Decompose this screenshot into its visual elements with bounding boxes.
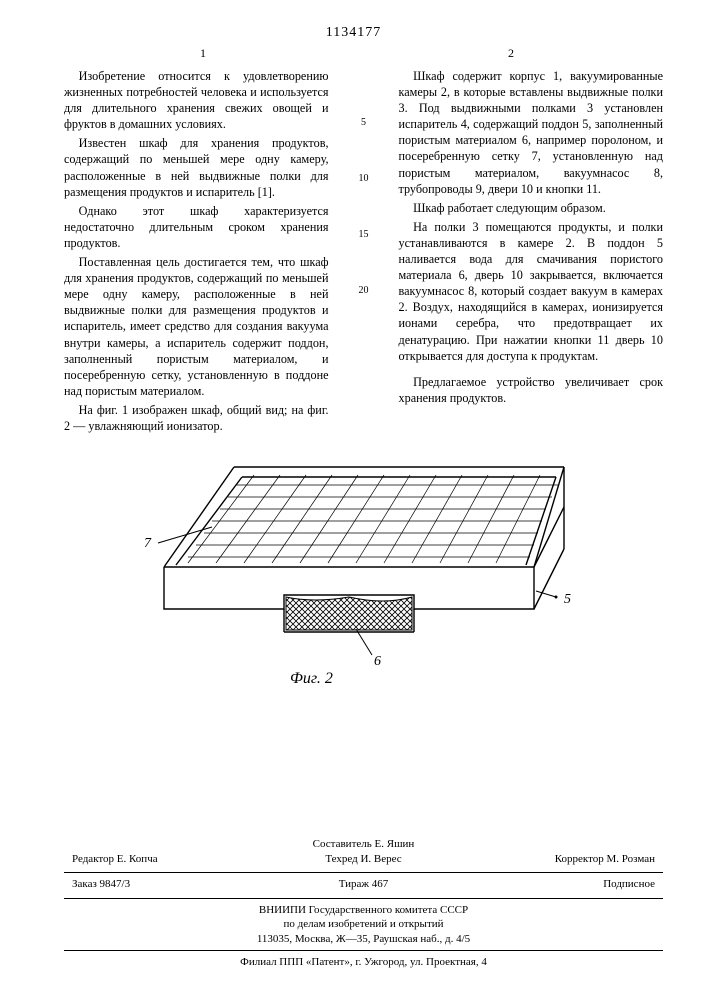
para: На фиг. 1 изображен шкаф, общий вид; на …	[64, 402, 329, 434]
editor: Редактор Е. Копча	[72, 852, 266, 867]
line-mark: 20	[359, 284, 369, 304]
line-mark: 15	[359, 228, 369, 248]
techred: Техред И. Верес	[266, 852, 460, 867]
line-number-gutter: 5 10 15 20	[357, 68, 371, 437]
line-mark: 5	[361, 116, 366, 136]
para: Поставленная цель достигается тем, что ш…	[64, 254, 329, 399]
org-line-2: по делам изобретений и открытий	[64, 917, 663, 932]
left-column: Изобретение относится к удовлетворению ж…	[64, 68, 329, 437]
columns: Изобретение относится к удовлетворению ж…	[64, 68, 663, 437]
figure-2: 7 5 6 Фиг. 2	[64, 447, 663, 697]
imprint-block: Составитель Е. Яшин Редактор Е. Копча Те…	[64, 837, 663, 970]
para: Шкаф содержит корпус 1, вакуумированные …	[399, 68, 664, 197]
figure-svg: 7 5 6 Фиг. 2	[104, 447, 624, 697]
corrector: Корректор М. Розман	[461, 852, 655, 867]
figure-label-6: 6	[374, 654, 381, 669]
addr-1: 113035, Москва, Ж—35, Раушская наб., д. …	[64, 932, 663, 947]
right-column: Шкаф содержит корпус 1, вакуумированные …	[399, 68, 664, 437]
column-number-right: 2	[508, 46, 514, 62]
order: Заказ 9847/3	[72, 877, 266, 892]
figure-caption: Фиг. 2	[290, 670, 333, 687]
para: Шкаф работает следующим образом.	[399, 200, 664, 216]
compiler-line: Составитель Е. Яшин	[64, 837, 663, 852]
line-mark: 10	[359, 172, 369, 192]
podpis: Подписное	[461, 877, 655, 892]
figure-label-5: 5	[564, 592, 571, 607]
addr-2: Филиал ППП «Патент», г. Ужгород, ул. Про…	[64, 955, 663, 970]
tirazh: Тираж 467	[266, 877, 460, 892]
para: Предлагаемое устройство увеличивает срок…	[399, 374, 664, 406]
org-line-1: ВНИИПИ Государственного комитета СССР	[64, 903, 663, 918]
para: Известен шкаф для хранения продуктов, со…	[64, 135, 329, 199]
document-number: 1134177	[0, 24, 707, 42]
figure-label-7: 7	[144, 536, 152, 551]
column-number-left: 1	[200, 46, 206, 62]
para: Однако этот шкаф характеризуется недоста…	[64, 203, 329, 251]
page: 1134177 1 2 Изобретение относится к удов…	[0, 0, 707, 1000]
para: На полки 3 помещаются продукты, и полки …	[399, 219, 664, 364]
para: Изобретение относится к удовлетворению ж…	[64, 68, 329, 132]
